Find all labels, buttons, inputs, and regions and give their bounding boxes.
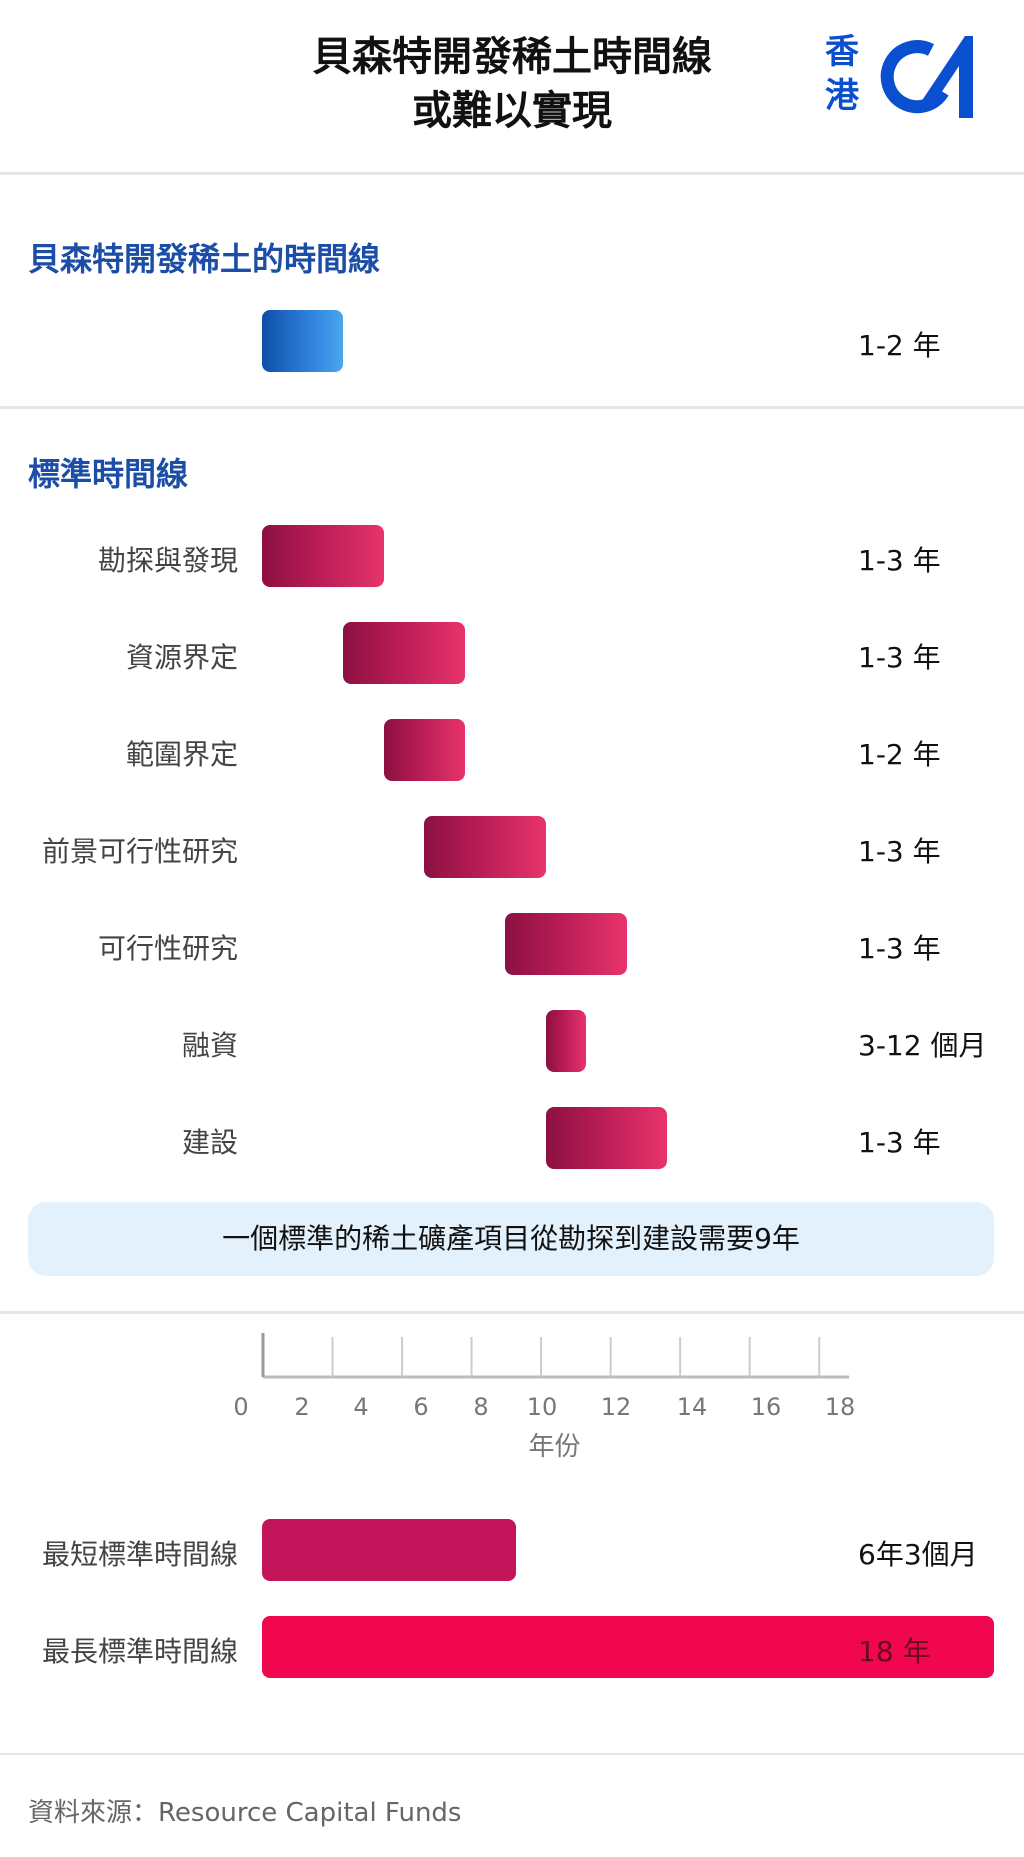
timeline-bar — [505, 913, 627, 975]
x-tick-label: 16 — [751, 1393, 782, 1421]
x-axis: 0 2 4 6 8 10 12 14 16 18 — [233, 1333, 856, 1421]
duration-label: 1-3 年 — [858, 544, 941, 577]
duration-label: 1-3 年 — [858, 1126, 941, 1159]
note-divider — [0, 1311, 1024, 1314]
x-tick-label: 18 — [825, 1393, 856, 1421]
timeline-bar — [383, 719, 465, 781]
summary-label: 最長標準時間線 — [41, 1635, 238, 1668]
summary-bar — [262, 1519, 517, 1581]
row-label: 範圍界定 — [125, 738, 238, 771]
duration-label: 1-2 年 — [858, 329, 941, 362]
summary-note: 一個標準的稀土礦產項目從勘探到建設需要9年 — [28, 1202, 994, 1276]
duration-label: 1-2 年 — [858, 738, 941, 771]
duration-label: 1-3 年 — [858, 641, 941, 674]
footer-divider — [0, 1753, 1024, 1755]
timeline-bar — [545, 1010, 586, 1072]
summary-label: 最短標準時間線 — [41, 1538, 238, 1571]
x-tick-label: 2 — [294, 1393, 309, 1421]
x-tick-label: 8 — [473, 1393, 488, 1421]
row-label: 可行性研究 — [97, 932, 238, 965]
timeline-bar — [262, 310, 343, 372]
row-label: 勘探與發現 — [97, 544, 238, 577]
row-label: 資源界定 — [125, 641, 238, 674]
x-tick-label: 14 — [677, 1393, 708, 1421]
row-label: 融資 — [181, 1029, 238, 1062]
x-axis-title: 年份 — [528, 1432, 581, 1462]
timeline-bar — [424, 816, 546, 878]
timeline-bar — [545, 1107, 667, 1169]
summary-duration: 18 年 — [858, 1635, 931, 1668]
chart-title: 貝森特開發稀土時間線 或難以實現 — [312, 34, 712, 134]
header-divider — [0, 172, 1024, 175]
logo-text: 香港 — [825, 32, 859, 116]
duration-label: 1-3 年 — [858, 932, 941, 965]
logo-mark-icon — [880, 36, 973, 118]
row-label: 建設 — [181, 1126, 238, 1159]
section-divider — [0, 406, 1024, 409]
x-tick-label: 4 — [353, 1393, 368, 1421]
summary-bar — [262, 1616, 994, 1678]
x-tick-label: 12 — [601, 1393, 632, 1421]
timeline-bar — [343, 622, 465, 684]
summary-duration: 6年3個月 — [858, 1538, 978, 1571]
x-tick-label: 6 — [413, 1393, 428, 1421]
duration-label: 3-12 個月 — [858, 1029, 987, 1062]
timeline-bar — [262, 525, 384, 587]
duration-label: 1-3 年 — [858, 835, 941, 868]
section-title-bessent: 貝森特開發稀土的時間線 — [28, 240, 381, 278]
source-note: 資料來源：Resource Capital Funds — [28, 1798, 462, 1828]
hk01-logo: 香港 — [825, 30, 995, 126]
section-title-standard: 標準時間線 — [28, 455, 189, 493]
row-label: 前景可行性研究 — [41, 835, 238, 868]
x-tick-label: 10 — [527, 1393, 558, 1421]
x-tick-label: 0 — [233, 1393, 248, 1421]
